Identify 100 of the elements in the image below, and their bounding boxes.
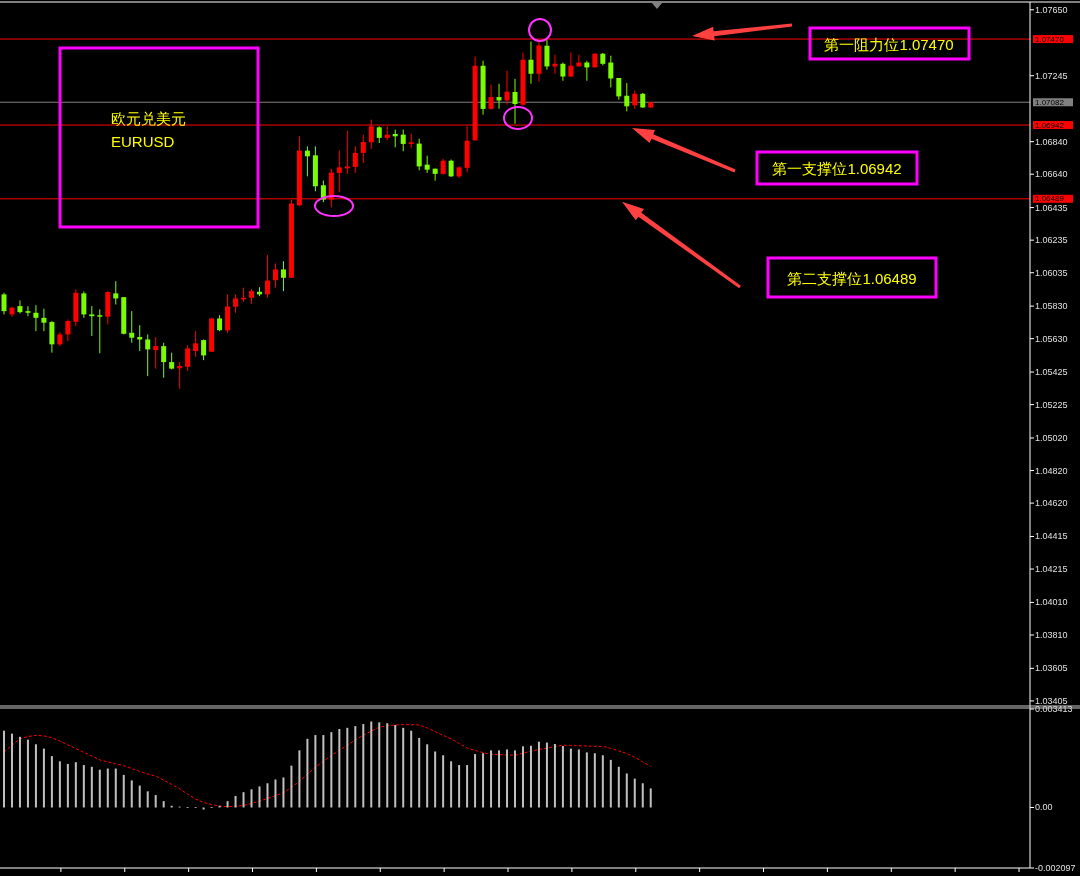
bar — [593, 753, 596, 808]
bar — [649, 788, 652, 808]
bar — [106, 768, 109, 808]
bar — [10, 733, 13, 808]
bar — [202, 807, 205, 810]
line-series — [3, 724, 652, 808]
candlestick — [233, 293, 239, 314]
bar — [521, 746, 524, 808]
candlestick — [560, 62, 566, 82]
y-tick-label: 1.07650 — [1035, 4, 1068, 15]
candlestick — [201, 338, 207, 361]
y-tick-label: 1.04620 — [1035, 498, 1068, 509]
bar — [242, 792, 245, 808]
candlestick — [185, 344, 191, 372]
bar — [378, 722, 381, 808]
ref-line-label: 1.07082 — [1035, 97, 1065, 107]
bar — [34, 744, 37, 808]
y-tick-label: 1.06035 — [1035, 267, 1068, 278]
bar — [18, 736, 21, 808]
candlestick — [225, 293, 231, 334]
bar — [90, 766, 93, 808]
bar — [490, 750, 493, 808]
candlestick — [81, 290, 87, 319]
bar — [545, 742, 548, 808]
bar — [266, 783, 269, 808]
y-tick-label: 0.003413 — [1035, 704, 1073, 714]
candlestick — [544, 39, 550, 71]
bar — [633, 778, 636, 808]
y-tick-label: 1.05020 — [1035, 432, 1068, 443]
candlestick — [568, 51, 574, 78]
candlestick — [129, 310, 135, 344]
candlestick — [17, 299, 23, 314]
bar — [442, 755, 445, 808]
bar — [418, 737, 421, 808]
ref-line-label: 1.07470 — [1035, 34, 1065, 44]
candlestick — [193, 330, 199, 358]
bar — [162, 801, 165, 808]
bar — [537, 741, 540, 808]
bar — [258, 786, 261, 808]
bar — [402, 727, 405, 808]
candlestick — [33, 304, 39, 332]
bar — [2, 730, 5, 808]
bar — [290, 765, 293, 808]
bar — [138, 785, 141, 808]
bar — [122, 774, 125, 808]
candlestick — [504, 70, 510, 106]
candlestick — [632, 90, 638, 110]
bar — [346, 727, 349, 808]
bar — [154, 795, 157, 808]
bar — [625, 773, 628, 808]
candlestick — [153, 336, 159, 370]
bar — [410, 730, 413, 808]
annotation: 第一支撑位1.06942 — [772, 159, 902, 177]
candlestick — [41, 308, 47, 332]
ref-line-label: 1.06942 — [1035, 120, 1065, 130]
bar — [58, 761, 61, 808]
bar — [426, 744, 429, 808]
candlestick — [177, 361, 183, 390]
candlestick — [161, 342, 167, 379]
bar — [514, 750, 516, 808]
candlestick — [113, 280, 119, 305]
bar — [66, 763, 69, 808]
bar — [314, 735, 317, 808]
bar — [601, 755, 604, 808]
y-tick-label: 1.04415 — [1035, 531, 1068, 542]
bar — [577, 749, 580, 808]
annotation: 欧元兑美元 — [111, 109, 186, 127]
candlestick — [336, 150, 342, 193]
y-tick-label: 1.06840 — [1035, 136, 1068, 147]
bar — [98, 769, 101, 808]
bar — [274, 779, 277, 808]
candlestick — [89, 305, 95, 337]
candlestick — [352, 145, 358, 174]
bar — [130, 780, 133, 808]
bar — [529, 745, 532, 808]
bar — [234, 795, 237, 808]
candlestick — [528, 41, 534, 85]
y-tick-label: 0.00 — [1035, 802, 1053, 813]
y-tick-label: 1.06640 — [1035, 169, 1068, 180]
bar — [585, 752, 588, 808]
bar — [466, 765, 469, 808]
candlestick — [97, 308, 103, 354]
y-tick-label: 1.05225 — [1035, 399, 1068, 410]
y-tick-label: 1.04215 — [1035, 564, 1068, 575]
bar — [26, 739, 29, 808]
bar — [362, 724, 365, 808]
y-tick-label: 1.04820 — [1035, 465, 1068, 476]
candlestick — [49, 320, 55, 354]
candlestick — [488, 84, 494, 111]
y-tick-label: 1.07245 — [1035, 70, 1068, 81]
bar — [569, 748, 572, 808]
annotation: EURUSD — [111, 132, 175, 150]
bar — [617, 766, 620, 808]
candlestick — [145, 333, 151, 377]
bar — [330, 732, 333, 808]
candlestick — [280, 260, 286, 292]
y-tick-label: 1.05630 — [1035, 333, 1068, 344]
bar — [250, 789, 253, 808]
candlestick — [416, 138, 422, 171]
candlestick — [624, 82, 630, 112]
